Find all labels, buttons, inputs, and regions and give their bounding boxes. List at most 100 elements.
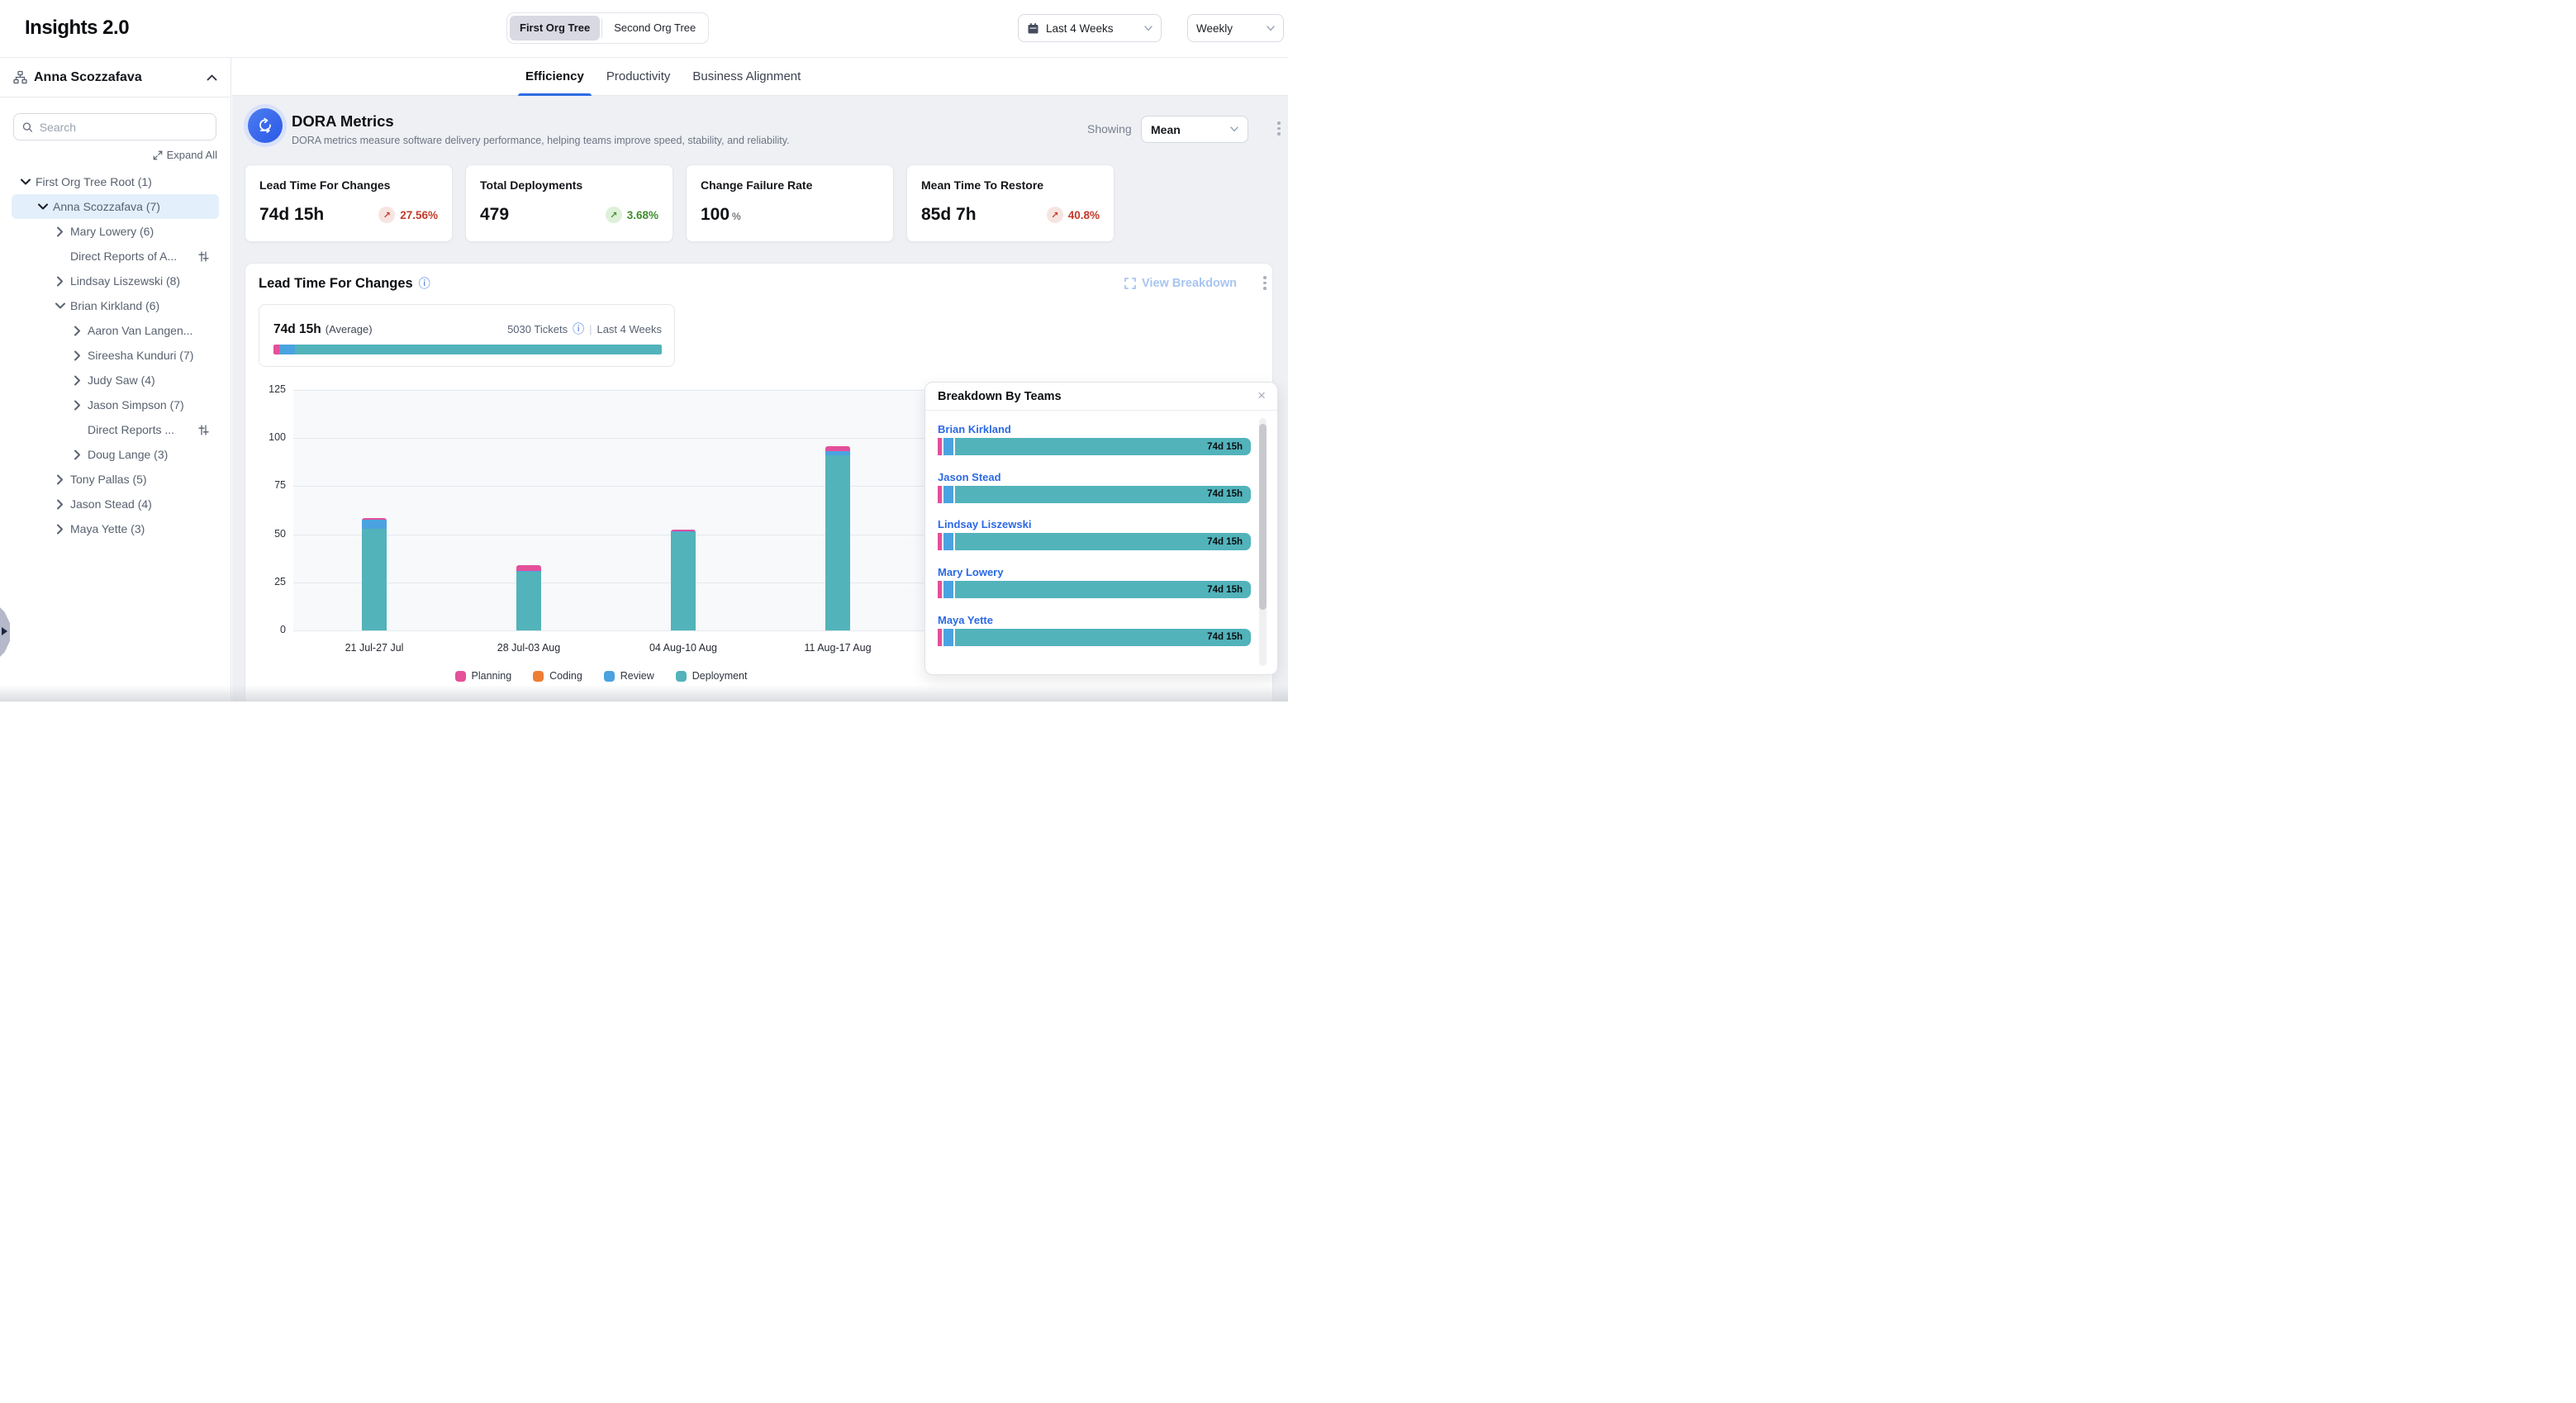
lead-time-kebab-menu[interactable] xyxy=(1263,276,1267,290)
bar-11-aug-17-aug[interactable] xyxy=(825,446,850,630)
team-stacked-bar: 74d 15h xyxy=(938,629,1251,646)
chevron-right-icon[interactable] xyxy=(55,524,70,535)
metric-card-change-failure-rate: Change Failure Rate100% xyxy=(686,164,894,242)
metric-card-value-suffix: % xyxy=(732,211,741,222)
search-input[interactable] xyxy=(40,121,207,134)
team-stacked-bar: 74d 15h xyxy=(938,486,1251,503)
calendar-icon xyxy=(1027,22,1039,35)
tab-business-alignment[interactable]: Business Alignment xyxy=(692,58,801,96)
chevron-right-icon[interactable] xyxy=(72,449,88,460)
chevron-right-icon[interactable] xyxy=(55,474,70,485)
chevron-right-icon[interactable] xyxy=(55,499,70,510)
x-axis-label: 21 Jul-27 Jul xyxy=(308,642,440,654)
legend-label: Review xyxy=(620,670,654,682)
tree-item-sireesha-kunduri-7[interactable]: Sireesha Kunduri (7) xyxy=(12,343,219,368)
tree-item-label: Anna Scozzafava (7) xyxy=(53,200,160,213)
tree-item-label: Brian Kirkland (6) xyxy=(70,299,159,312)
chevron-down-icon[interactable] xyxy=(20,177,36,188)
metric-card-value: 85d 7h xyxy=(921,205,977,225)
tree-item-jason-stead-4[interactable]: Jason Stead (4) xyxy=(12,492,219,516)
date-range-value: Last 4 Weeks xyxy=(1046,22,1114,35)
team-bar-segment-review xyxy=(943,581,953,598)
metric-card-title: Total Deployments xyxy=(480,178,582,192)
chevron-down-icon[interactable] xyxy=(37,202,53,212)
lead-time-title: Lead Time For Changes ⓘ xyxy=(259,275,430,292)
expand-all-icon xyxy=(153,150,163,160)
toggle-option-first-org-tree[interactable]: First Org Tree xyxy=(510,16,600,40)
panel-scrollbar-thumb[interactable] xyxy=(1259,424,1267,610)
tree-item-label: Tony Pallas (5) xyxy=(70,473,147,486)
team-stacked-bar: 74d 15h xyxy=(938,533,1251,550)
tree-item-direct-reports-of-a[interactable]: Direct Reports of A... xyxy=(12,244,219,269)
tree-item-brian-kirkland-6[interactable]: Brian Kirkland (6) xyxy=(12,293,219,318)
team-bar-segment-review xyxy=(943,438,953,455)
y-axis-tick-label: 50 xyxy=(253,528,286,540)
chevron-right-icon[interactable] xyxy=(55,226,70,237)
legend-label: Coding xyxy=(549,670,582,682)
team-name-link[interactable]: Jason Stead xyxy=(938,471,1252,483)
team-name-link[interactable]: Lindsay Liszewski xyxy=(938,518,1252,530)
tree-item-anna-scozzafava-7[interactable]: Anna Scozzafava (7) xyxy=(12,194,219,219)
info-icon[interactable]: ⓘ xyxy=(419,275,430,292)
chevron-right-icon[interactable] xyxy=(72,326,88,336)
tree-item-mary-lowery-6[interactable]: Mary Lowery (6) xyxy=(12,219,219,244)
team-value: 74d 15h xyxy=(1207,632,1243,642)
tab-efficiency[interactable]: Efficiency xyxy=(525,58,584,96)
tree-item-tony-pallas-5[interactable]: Tony Pallas (5) xyxy=(12,467,219,492)
date-range-select[interactable]: Last 4 Weeks xyxy=(1018,14,1162,42)
filter-settings-icon[interactable] xyxy=(198,251,209,262)
tree-item-label: Lindsay Liszewski (8) xyxy=(70,274,180,288)
team-name-link[interactable]: Mary Lowery xyxy=(938,566,1252,578)
tree-item-label: Mary Lowery (6) xyxy=(70,225,154,238)
team-row-lindsay-liszewski: Lindsay Liszewski 74d 15h xyxy=(938,518,1252,553)
dora-section-title: DORA Metrics xyxy=(292,112,394,131)
tree-item-label: Aaron Van Langen... xyxy=(88,324,192,337)
metric-card-title: Lead Time For Changes xyxy=(259,178,390,192)
showing-select[interactable]: Mean xyxy=(1141,116,1248,143)
bar-04-aug-10-aug[interactable] xyxy=(671,530,696,630)
toggle-option-second-org-tree[interactable]: Second Org Tree xyxy=(604,16,706,40)
tree-item-doug-lange-3[interactable]: Doug Lange (3) xyxy=(12,442,219,467)
tab-productivity[interactable]: Productivity xyxy=(606,58,671,96)
tree-item-direct-reports[interactable]: Direct Reports ... xyxy=(12,417,219,442)
tree-item-lindsay-liszewski-8[interactable]: Lindsay Liszewski (8) xyxy=(12,269,219,293)
view-breakdown-button[interactable]: View Breakdown xyxy=(1124,277,1237,290)
legend-swatch xyxy=(604,671,615,682)
tree-item-label: Sireesha Kunduri (7) xyxy=(88,349,193,362)
bar-28-jul-03-aug[interactable] xyxy=(516,565,541,630)
average-stacked-bar xyxy=(273,345,662,354)
sidebar-header[interactable]: Anna Scozzafava xyxy=(0,58,231,97)
separator: | xyxy=(589,323,592,335)
chevron-right-icon[interactable] xyxy=(72,400,88,411)
bar-21-jul-27-jul[interactable] xyxy=(362,518,387,630)
breakdown-panel-header: Breakdown By Teams × xyxy=(925,383,1277,411)
metric-card-value: 479 xyxy=(480,205,509,225)
tree-item-label: Direct Reports of A... xyxy=(70,250,177,263)
tree-item-judy-saw-4[interactable]: Judy Saw (4) xyxy=(12,368,219,392)
chevron-right-icon[interactable] xyxy=(72,350,88,361)
tree-item-label: Direct Reports ... xyxy=(88,423,174,436)
legend-item-deployment: Deployment xyxy=(676,670,748,682)
chevron-right-icon[interactable] xyxy=(72,375,88,386)
close-icon[interactable]: × xyxy=(1257,388,1266,404)
filter-settings-icon[interactable] xyxy=(198,425,209,435)
chevron-right-icon[interactable] xyxy=(55,276,70,287)
legend-item-planning: Planning xyxy=(455,670,512,682)
tree-item-jason-simpson-7[interactable]: Jason Simpson (7) xyxy=(12,392,219,417)
tree-item-aaron-van-langen[interactable]: Aaron Van Langen... xyxy=(12,318,219,343)
chevron-up-icon[interactable] xyxy=(207,74,217,81)
range-label: Last 4 Weeks xyxy=(596,323,662,335)
info-icon[interactable]: ⓘ xyxy=(573,321,584,337)
x-axis-label: 04 Aug-10 Aug xyxy=(617,642,749,654)
trend-up-icon: ↗ xyxy=(378,207,395,223)
expand-all-button[interactable]: Expand All xyxy=(153,149,217,161)
team-row-jason-stead: Jason Stead 74d 15h xyxy=(938,471,1252,506)
team-name-link[interactable]: Maya Yette xyxy=(938,614,1252,626)
tree-item-maya-yette-3[interactable]: Maya Yette (3) xyxy=(12,516,219,541)
team-name-link[interactable]: Brian Kirkland xyxy=(938,423,1252,435)
dora-kebab-menu[interactable] xyxy=(1277,121,1281,136)
tree-item-first-org-tree-root-1[interactable]: First Org Tree Root (1) xyxy=(12,169,219,194)
granularity-select[interactable]: Weekly xyxy=(1187,14,1284,42)
chevron-down-icon[interactable] xyxy=(55,301,70,312)
insights-dashboard: Insights 2.0 First Org TreeSecond Org Tr… xyxy=(0,0,1288,702)
